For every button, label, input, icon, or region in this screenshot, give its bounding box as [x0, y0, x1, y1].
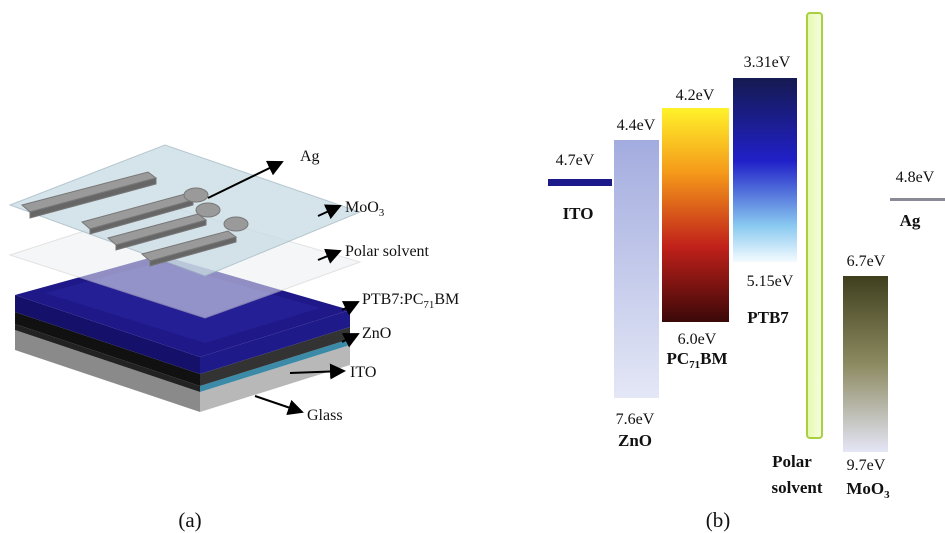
material-label: MoO3 — [846, 479, 890, 501]
arrow — [342, 302, 358, 310]
ptb7-band — [733, 78, 797, 262]
caption: (a) — [178, 508, 201, 532]
level-label: 3.31eV — [744, 54, 791, 71]
level-label: 4.7eV — [556, 152, 595, 169]
label: Polar solvent — [345, 243, 430, 260]
caption: (b) — [706, 508, 731, 532]
label: ITO — [350, 364, 376, 381]
label-part: BM — [700, 349, 727, 368]
material-label: ITO — [563, 204, 594, 223]
label-part: PC — [666, 349, 689, 368]
level-label: 7.6eV — [616, 411, 655, 428]
pcbm-band — [662, 108, 729, 322]
level-label: 4.4eV — [617, 117, 656, 134]
label-part: MoO — [846, 479, 884, 498]
material-label: solvent — [772, 478, 823, 497]
arrow — [255, 396, 302, 412]
label: Glass — [307, 407, 343, 424]
label: PTB7:PC71BM — [362, 291, 459, 311]
ag-level — [890, 198, 945, 201]
material-label: Polar — [772, 452, 812, 471]
level-label: 9.7eV — [847, 457, 886, 474]
material-label: PTB7 — [747, 308, 789, 327]
label-sub: 3 — [884, 489, 890, 501]
figure: Ag MoO3 Polar solvent PTB7:PC71BM ZnO IT… — [0, 0, 945, 533]
label: ZnO — [362, 325, 391, 342]
electrode — [196, 203, 220, 217]
material-label: Ag — [900, 211, 921, 230]
label-sub: 71 — [689, 359, 700, 371]
ito-level — [548, 179, 612, 186]
label: Ag — [300, 148, 320, 165]
electrode — [224, 217, 248, 231]
zno-band — [614, 140, 659, 398]
label-part: BM — [434, 291, 459, 308]
material-label: ZnO — [618, 431, 652, 450]
level-label: 4.2eV — [676, 87, 715, 104]
label-sub: 71 — [423, 299, 434, 311]
label-part: PTB7:PC — [362, 291, 423, 308]
label-part: MoO — [345, 199, 379, 216]
level-label: 4.8eV — [896, 169, 935, 186]
moo3-band — [843, 276, 888, 452]
level-label: 5.15eV — [747, 273, 794, 290]
polar-solvent-band — [807, 13, 822, 438]
electrode — [184, 188, 208, 202]
material-label: PC71BM — [666, 349, 727, 371]
level-label: 6.7eV — [847, 253, 886, 270]
level-label: 6.0eV — [678, 331, 717, 348]
label-sub: 3 — [379, 207, 385, 219]
